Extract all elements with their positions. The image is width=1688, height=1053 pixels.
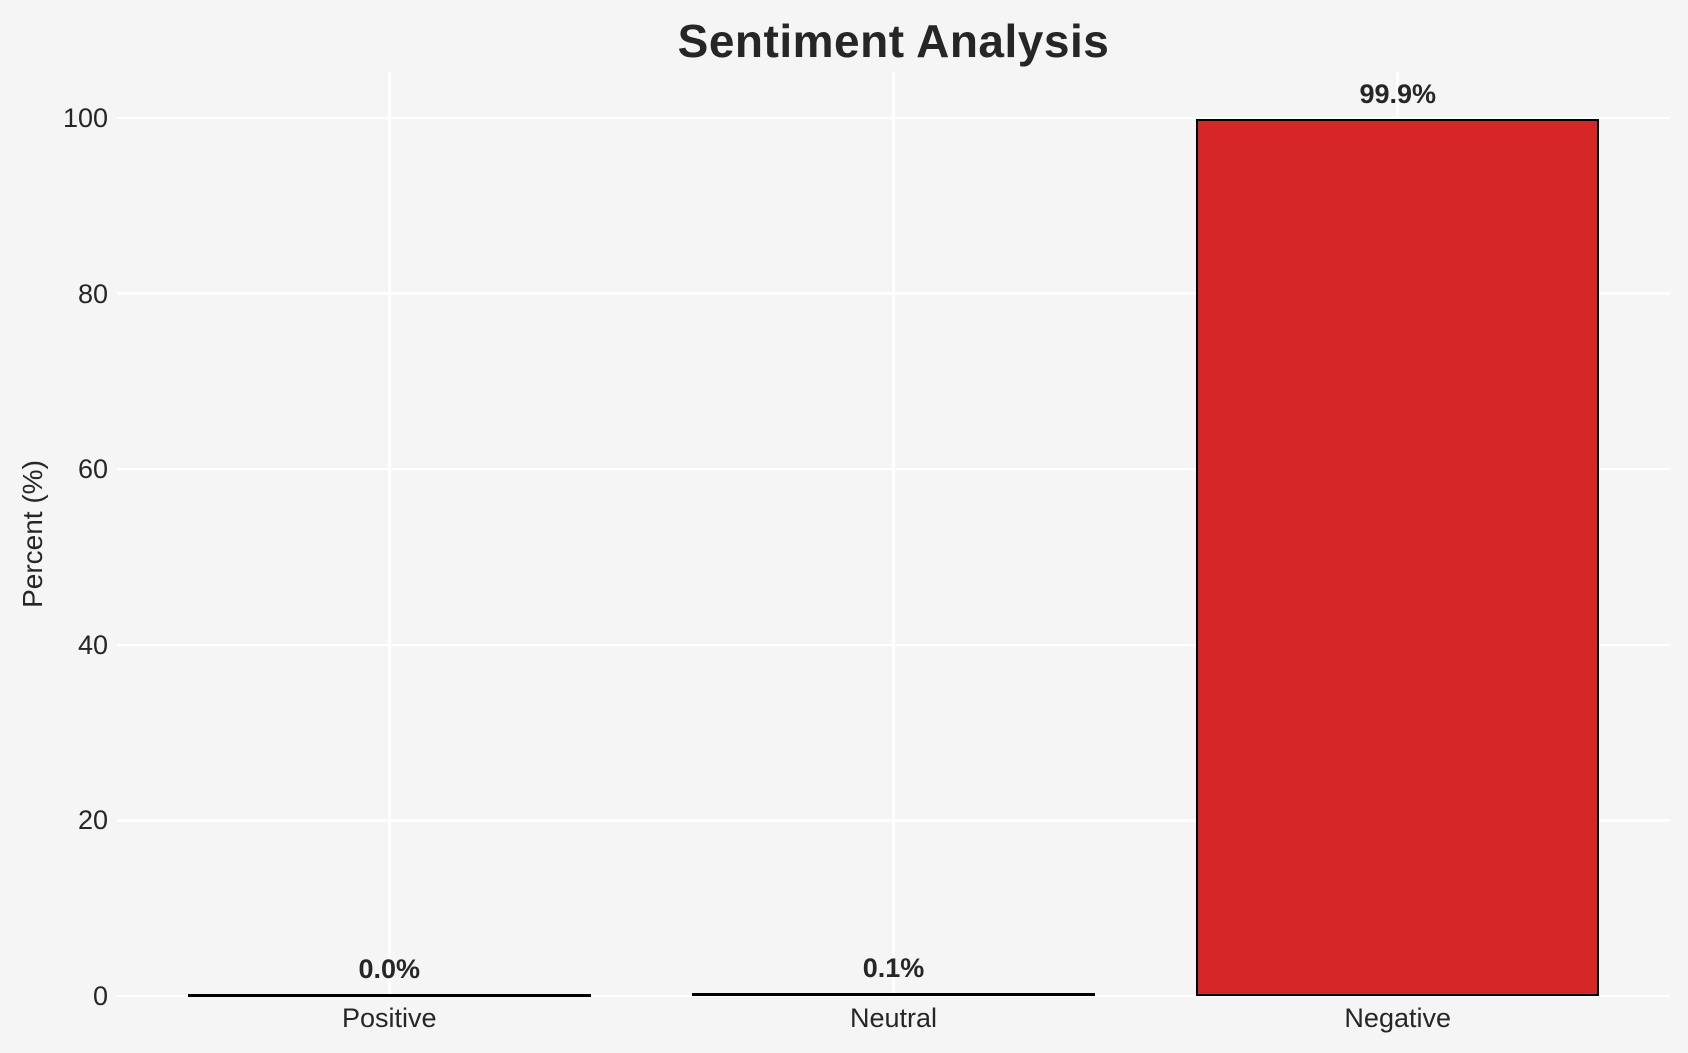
x-category-label: Negative bbox=[1344, 1003, 1452, 1033]
bar-negative bbox=[1196, 118, 1600, 996]
y-tick-label: 0 bbox=[92, 981, 108, 1011]
y-tick-label: 40 bbox=[77, 629, 108, 660]
bar-positive bbox=[187, 994, 591, 997]
v-gridline bbox=[892, 72, 895, 996]
x-category-label: Neutral bbox=[849, 1003, 938, 1033]
x-category-label: Positive bbox=[341, 1003, 437, 1033]
bar-neutral bbox=[691, 993, 1096, 997]
v-gridline bbox=[388, 72, 391, 996]
y-tick-label: 80 bbox=[77, 278, 108, 309]
bar-value-label: 0.1% bbox=[862, 953, 925, 984]
chart-title: Sentiment Analysis bbox=[677, 15, 1110, 67]
y-tick-label: 60 bbox=[77, 454, 108, 485]
y-tick-label: 20 bbox=[77, 805, 108, 836]
y-tick-label: 100 bbox=[62, 103, 108, 133]
bar-value-label: 0.0% bbox=[358, 954, 421, 984]
bar-value-label: 99.9% bbox=[1359, 78, 1436, 109]
